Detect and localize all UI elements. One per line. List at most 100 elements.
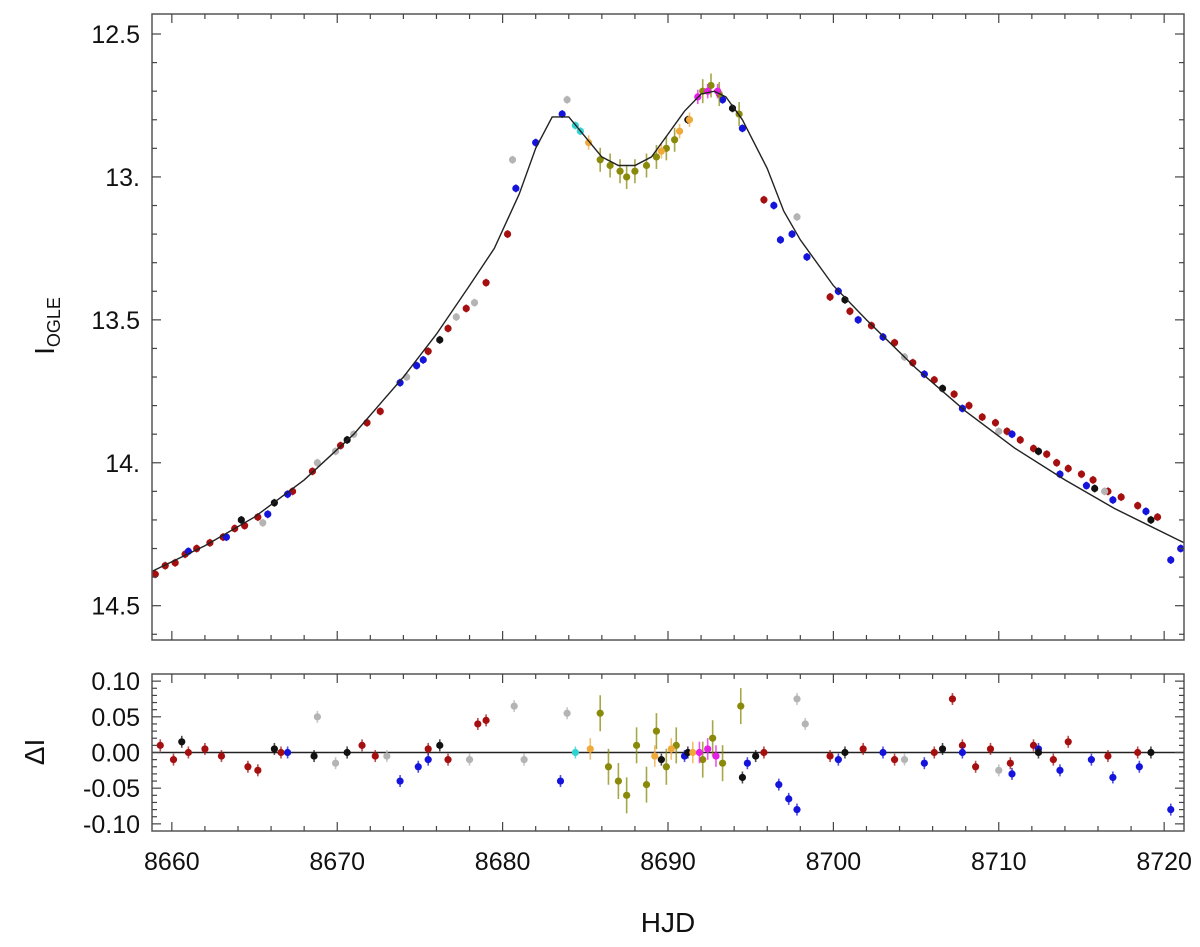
model-curve [151,90,1185,573]
light-curve-point [995,427,1003,435]
light-curve-point [1043,450,1051,458]
light-curve-point [419,356,427,364]
light-curve-point [503,230,512,238]
residual-point [1029,741,1038,749]
light-curve-point [606,161,614,170]
residual-point [270,745,278,753]
residual-point [632,741,641,749]
residual-point [879,748,887,757]
light-curve-point [222,533,231,541]
residual-point [1135,763,1143,771]
light-curve-plot-frame [151,13,1185,641]
residual-point [841,748,849,757]
residual-point [709,734,717,742]
residual-point [695,748,704,757]
light-curve-point [657,147,665,155]
residual-point [277,748,285,757]
light-curve-point [770,201,778,210]
light-curve-point [563,96,571,104]
residuals-y-tick-label: 0.05 [91,704,140,732]
light-curve-data [151,73,1185,579]
residual-point [712,752,720,760]
residual-point [793,805,801,814]
x-tick-labels: 8660 8670 8680 8690 8700 8710 8720 [144,848,1192,876]
light-curve-point [512,184,520,192]
light-curve-point [1147,516,1155,524]
light-curve-point [1077,470,1086,478]
light-curve-point [424,347,432,355]
residual-point [156,741,164,749]
residual-point [995,766,1003,774]
residual-point [436,741,444,749]
residual-point [652,727,661,735]
residual-point [623,791,631,799]
residual-point [958,748,966,757]
light-curve-point [313,459,321,467]
residual-point [1049,756,1057,764]
residual-point [986,745,995,753]
light-curve-point [728,104,737,112]
light-curve-point [738,124,747,132]
light-curve-point [452,313,460,321]
light-curve-point [760,196,768,204]
light-curve-point [1082,482,1091,490]
light-curve-panel: 12.5 13. 13.5 14. 14.5 IOGLE [29,13,1185,641]
residuals-y-tick-label: -0.10 [83,811,140,839]
residual-point [1056,766,1064,774]
light-curve-point [623,173,631,181]
x-tick-label: 8690 [640,848,696,876]
light-curve-point [616,167,624,175]
residual-point [651,752,659,760]
residual-point [1064,738,1072,746]
light-curve-point [978,413,986,421]
light-curve-point [920,370,928,378]
residual-point [1034,748,1043,757]
residual-point [331,759,340,767]
light-curve-point [854,316,862,324]
residual-point [684,748,692,757]
residual-point [571,748,579,757]
residual-point [414,763,422,771]
light-curve-point [151,570,159,578]
residual-point [1134,748,1142,757]
light-curve-point [1142,507,1150,515]
light-curve-point [718,96,727,104]
light-curve-y-tick-label: 14. [105,450,140,478]
light-curve-point [1034,447,1043,455]
residual-point [1087,756,1095,764]
x-tick-label: 8670 [309,848,365,876]
x-tick-label: 8710 [971,848,1027,876]
residual-point [184,748,192,757]
residual-point [424,745,432,753]
light-curve-point [675,127,684,135]
residual-point [738,773,747,782]
residual-point [752,752,760,760]
light-curve-point [909,359,917,367]
x-tick-label: 8720 [1136,848,1192,876]
residual-point [169,756,178,764]
residual-point [586,745,594,753]
light-curve-point [965,402,973,410]
residual-point [667,745,675,753]
residual-point [383,752,391,760]
residual-point [743,759,751,767]
light-curve-point [508,156,517,164]
residual-point [424,756,432,764]
light-curve-point [1089,476,1097,484]
x-tick-label: 8700 [806,848,862,876]
residual-point [930,748,938,757]
residual-point [834,756,842,764]
residual-point [201,745,209,753]
light-curve-point [685,116,694,124]
residual-point [1006,759,1014,767]
light-curve-point [376,407,384,415]
light-curve-point [1167,556,1175,564]
light-curve-point [631,167,639,175]
residuals-y-tick-label: -0.05 [83,775,140,803]
light-curve-point [826,293,834,301]
light-curve-point [642,161,651,170]
residual-point [465,756,474,764]
residuals-ticks: 0.10 0.05 0.00 -0.05 -0.10 [83,668,1184,839]
residual-point [1104,752,1112,760]
light-curve-point [482,279,490,287]
